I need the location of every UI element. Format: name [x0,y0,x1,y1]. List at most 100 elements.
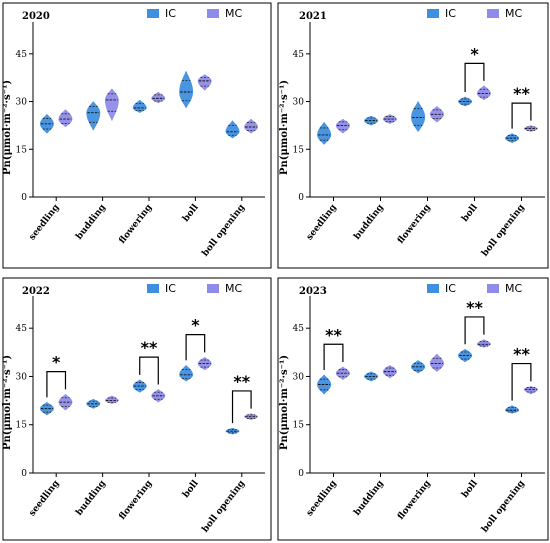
y-tick-label: 45 [16,50,28,60]
legend-swatch-ic [147,9,159,18]
x-tick-label-boll: boll [460,202,480,224]
x-tick-label-boll: boll [181,202,201,224]
y-axis-title: Pn(μmol·m⁻²·s⁻¹) [2,80,13,175]
year-label: 2023 [299,286,327,297]
panel-2022: 2022 IC MC 0 15 30 45 Pn(μmol·m⁻²·s⁻¹) seedling b… [2,277,272,541]
y-tick-label: 45 [293,324,305,334]
violin-mc-flowering [151,92,166,104]
x-tick-label-budding: budding [74,478,108,518]
violin-mc-boll [476,85,491,100]
significance-label: ** [513,84,530,103]
legend-label-mc: MC [225,282,242,295]
legend-label-ic: IC [165,282,176,295]
y-tick-label: 30 [293,372,305,382]
legend-swatch-mc [487,9,499,18]
violin-mc-flowering [429,353,444,372]
violin-mc-budding [104,88,119,121]
x-tick-label-boll: boll [460,478,480,500]
y-tick-label: 0 [21,469,27,479]
violin-mc-seedling [58,109,73,127]
panel-frame [2,2,272,269]
panel-2020: 2020 IC MC 0 15 30 45 Pn(μmol·m⁻²·s⁻¹) seedling b… [2,2,272,269]
significance-label: ** [466,298,483,317]
x-tick-label-boll-opening: boll opening [480,202,527,258]
significance-bracket [46,371,67,398]
x-tick-label-seedling: seedling [28,202,62,242]
violin-ic-budding [86,101,101,131]
legend-label-mc: MC [505,7,522,20]
y-tick-label: 0 [298,193,304,203]
significance-bracket [464,62,485,92]
significance-label: ** [233,372,250,391]
x-tick-label-seedling: seedling [28,478,62,518]
violin-mc-boll-opening [244,119,258,134]
significance-label: ** [325,325,342,344]
violin-ic-boll [179,365,194,382]
significance-label: * [470,44,479,63]
panel-2021: 2021 IC MC 0 15 30 45 Pn(μmol·m⁻²·s⁻¹) seedling b… [277,2,549,269]
legend-label-mc: MC [225,7,242,20]
x-tick-label-seedling: seedling [305,202,339,242]
violin-mc-seedling [335,119,350,134]
legend-swatch-ic [427,284,439,293]
x-tick-label-flowering: flowering [118,478,155,522]
violin-ic-flowering [411,101,426,132]
significance-bracket [139,356,159,385]
legend-label-ic: IC [165,7,176,20]
x-tick-label-flowering: flowering [396,202,433,246]
violin-ic-boll-opening [225,120,240,139]
violin-ic-seedling [317,122,332,145]
y-tick-label: 30 [293,98,305,108]
y-tick-label: 30 [16,98,28,108]
panel-frame [277,277,549,541]
legend-label-ic: IC [445,7,456,20]
significance-bracket [511,102,532,129]
panel-frame [277,2,549,269]
year-label: 2021 [299,11,327,22]
y-tick-label: 45 [293,50,305,60]
violin-ic-boll [179,71,194,108]
y-tick-label: 30 [16,372,28,382]
legend-label-ic: IC [445,282,456,295]
y-axis-title: Pn(μmol·m⁻²·s⁻¹) [279,355,290,450]
significance-bracket [323,343,344,371]
significance-bracket [231,390,252,424]
significance-bracket [464,316,485,345]
violin-mc-boll [197,74,212,91]
y-tick-label: 0 [21,193,27,203]
year-label: 2022 [22,286,50,297]
x-tick-label-budding: budding [74,202,108,242]
y-tick-label: 45 [16,324,28,334]
y-axis-title: Pn(μmol·m⁻²·s⁻¹) [279,80,290,175]
y-tick-label: 15 [293,421,305,431]
x-tick-label-flowering: flowering [396,478,433,522]
x-tick-label-boll-opening: boll opening [200,202,247,258]
y-axis-title: Pn(μmol·m⁻²·s⁻¹) [2,355,13,450]
panel-frame [2,277,272,541]
legend-swatch-mc [207,284,219,293]
y-tick-label: 15 [293,145,305,155]
x-tick-label-flowering: flowering [118,202,155,246]
x-tick-label-budding: budding [352,478,386,518]
y-tick-label: 0 [298,469,304,479]
x-tick-label-budding: budding [352,202,386,242]
significance-label: ** [141,338,158,357]
significance-label: * [191,316,200,335]
significance-bracket [511,362,532,401]
significance-bracket [185,334,206,361]
legend-swatch-mc [487,284,499,293]
legend-label-mc: MC [505,282,522,295]
x-tick-label-seedling: seedling [305,478,339,518]
significance-label: * [52,353,61,372]
year-label: 2020 [22,11,50,22]
panel-2023: 2023 IC MC 0 15 30 45 Pn(μmol·m⁻²·s⁻¹) seedling b… [277,277,549,541]
x-tick-label-boll: boll [181,478,201,500]
legend-swatch-ic [427,9,439,18]
significance-label: ** [513,345,530,364]
y-tick-label: 15 [16,145,28,155]
y-tick-label: 15 [16,421,28,431]
x-tick-label-boll-opening: boll opening [200,478,247,534]
legend-swatch-ic [147,284,159,293]
x-tick-label-boll-opening: boll opening [480,478,527,534]
